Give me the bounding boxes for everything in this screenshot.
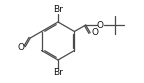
Text: O: O: [91, 28, 98, 37]
Text: Br: Br: [53, 68, 63, 77]
Text: O: O: [97, 21, 104, 29]
Text: Br: Br: [53, 5, 63, 14]
Text: O: O: [18, 43, 25, 52]
